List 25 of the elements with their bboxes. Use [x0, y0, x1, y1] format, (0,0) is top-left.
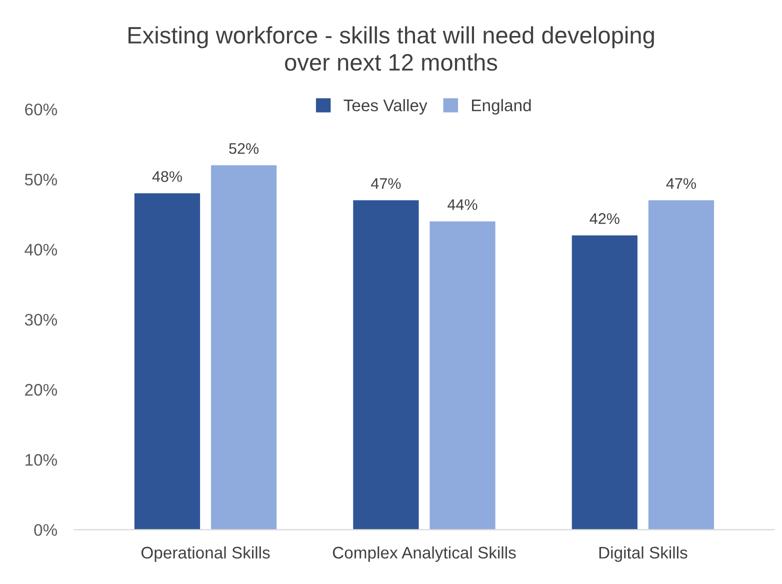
- y-tick-label: 0%: [34, 524, 58, 536]
- y-tick-label: 40%: [24, 244, 58, 256]
- bar: [353, 200, 419, 530]
- y-tick-label: 20%: [25, 384, 58, 396]
- bar: [210, 165, 277, 530]
- x-tick-label: Complex Analytical Skills: [332, 546, 516, 562]
- bar: [134, 193, 200, 530]
- bar: [572, 235, 638, 530]
- y-tick-label: 10%: [26, 454, 58, 466]
- x-tick-label: Digital Skills: [599, 546, 688, 562]
- data-label: 44%: [448, 199, 478, 210]
- y-tick-label: 50%: [24, 174, 58, 186]
- y-tick-label: 60%: [25, 104, 58, 116]
- legend-label: Tees Valley: [344, 99, 428, 115]
- data-label: 48%: [152, 171, 182, 182]
- bar: [430, 221, 496, 530]
- chart-title: Existing workforce - skills that will need developing over next 12 months: [128, 26, 654, 71]
- data-label: 47%: [371, 178, 401, 189]
- data-label: 42%: [590, 213, 620, 224]
- x-tick-label: Operational Skills: [141, 546, 270, 562]
- data-label: 47%: [666, 178, 696, 189]
- legend-label: England: [472, 99, 531, 115]
- bar: [648, 200, 714, 530]
- data-label: 52%: [229, 143, 259, 154]
- y-tick-label: 30%: [24, 314, 58, 326]
